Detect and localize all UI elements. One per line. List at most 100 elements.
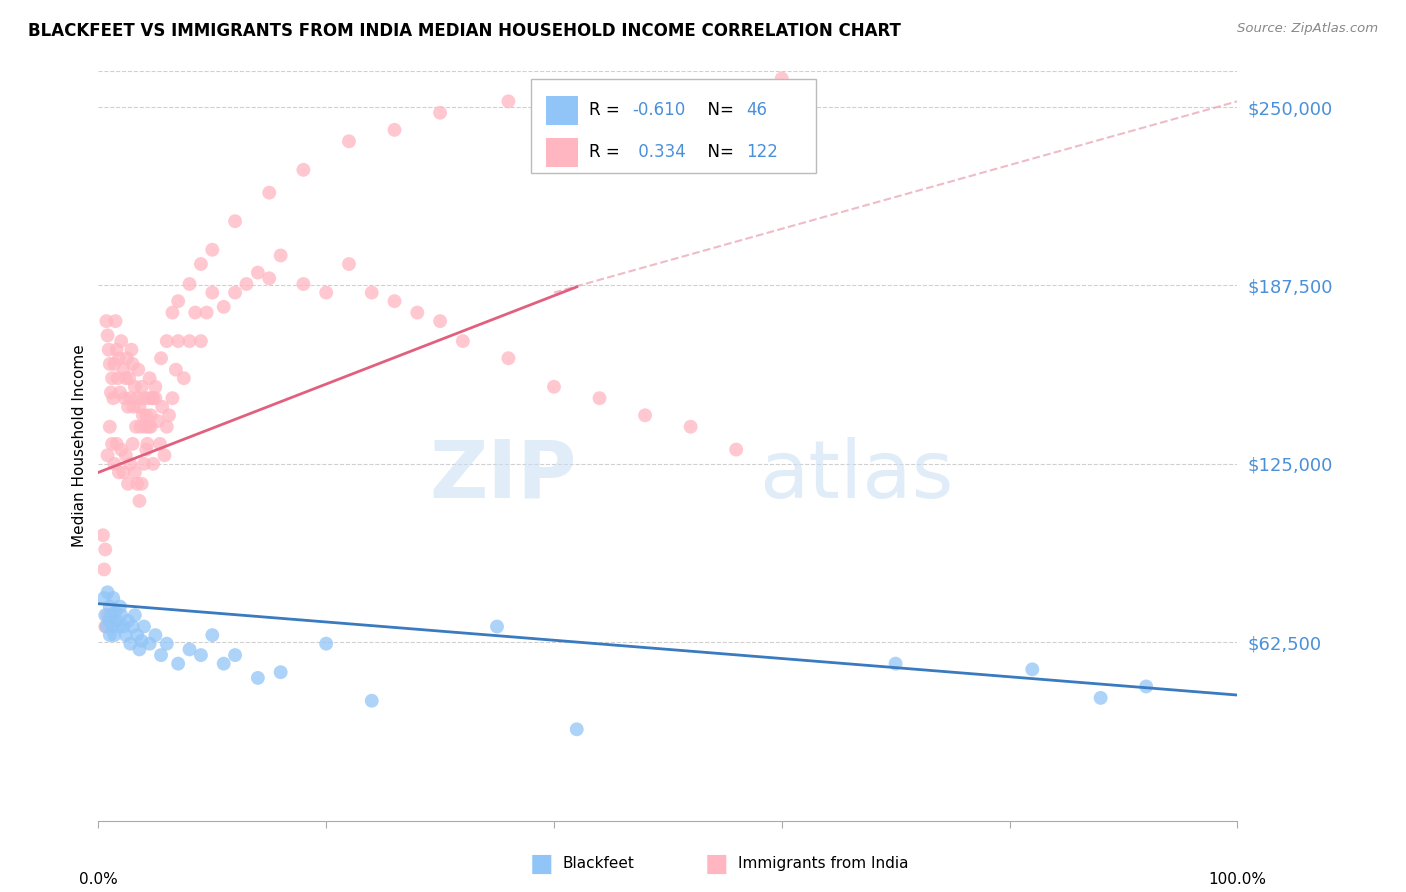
Point	[110, 442, 132, 457]
Point	[145, 628, 167, 642]
Point	[384, 294, 406, 309]
Point	[107, 371, 129, 385]
Point	[565, 105, 588, 120]
Text: N=: N=	[697, 102, 740, 120]
Point	[98, 357, 121, 371]
Point	[98, 419, 121, 434]
Point	[103, 357, 125, 371]
Point	[138, 391, 160, 405]
Point	[94, 608, 117, 623]
Text: R =: R =	[589, 102, 626, 120]
Point	[429, 105, 451, 120]
Point	[97, 343, 120, 357]
Point	[118, 371, 141, 385]
Point	[360, 285, 382, 300]
Text: Immigrants from India: Immigrants from India	[738, 856, 908, 871]
Point	[190, 257, 212, 271]
Point	[498, 95, 520, 109]
Text: 46: 46	[747, 102, 768, 120]
Point	[270, 248, 292, 262]
Point	[112, 619, 135, 633]
Point	[101, 619, 124, 633]
Point	[212, 657, 235, 671]
Point	[117, 400, 139, 414]
Point	[157, 409, 180, 423]
Text: 0.0%: 0.0%	[79, 872, 118, 887]
Text: ZIP: ZIP	[429, 437, 576, 515]
Point	[201, 628, 224, 642]
Point	[103, 628, 125, 642]
Point	[124, 380, 146, 394]
Point	[98, 599, 121, 614]
Point	[156, 419, 179, 434]
Point	[104, 314, 127, 328]
Point	[132, 409, 155, 423]
Point	[149, 437, 172, 451]
Point	[129, 419, 152, 434]
Point	[156, 334, 179, 348]
Point	[486, 619, 509, 633]
Point	[167, 334, 190, 348]
Point	[259, 186, 281, 200]
Point	[120, 457, 142, 471]
Point	[117, 476, 139, 491]
Point	[138, 637, 160, 651]
Point	[292, 162, 315, 177]
Point	[127, 391, 149, 405]
Point	[91, 528, 114, 542]
Point	[120, 343, 142, 357]
Point	[101, 437, 124, 451]
Point	[128, 642, 150, 657]
Point	[139, 409, 162, 423]
Point	[112, 466, 135, 480]
Point	[96, 619, 118, 633]
Text: Source: ZipAtlas.com: Source: ZipAtlas.com	[1237, 22, 1378, 36]
Point	[134, 419, 156, 434]
FancyBboxPatch shape	[531, 78, 815, 172]
Point	[702, 86, 724, 100]
Point	[117, 614, 139, 628]
Point	[108, 619, 131, 633]
Text: atlas: atlas	[759, 437, 953, 515]
Point	[153, 448, 176, 462]
Point	[150, 648, 173, 662]
Point	[145, 391, 167, 405]
Point	[96, 314, 118, 328]
Text: BLACKFEET VS IMMIGRANTS FROM INDIA MEDIAN HOUSEHOLD INCOME CORRELATION CHART: BLACKFEET VS IMMIGRANTS FROM INDIA MEDIA…	[28, 22, 901, 40]
Bar	[546, 138, 578, 167]
Point	[105, 343, 128, 357]
Point	[131, 380, 153, 394]
Point	[451, 334, 474, 348]
Point	[184, 305, 207, 319]
Point	[114, 448, 136, 462]
Point	[125, 419, 148, 434]
Point	[725, 442, 748, 457]
Text: 122: 122	[747, 144, 779, 161]
Point	[96, 328, 118, 343]
Point	[315, 285, 337, 300]
Point	[122, 400, 145, 414]
Point	[128, 494, 150, 508]
Point	[108, 385, 131, 400]
Point	[97, 614, 120, 628]
Point	[103, 391, 125, 405]
Text: R =: R =	[589, 144, 626, 161]
Point	[150, 351, 173, 366]
Point	[96, 585, 118, 599]
Point	[105, 437, 128, 451]
Point	[259, 271, 281, 285]
Point	[131, 633, 153, 648]
Point	[201, 285, 224, 300]
Point	[124, 608, 146, 623]
Point	[173, 371, 195, 385]
Point	[135, 409, 157, 423]
Point	[100, 385, 122, 400]
Point	[142, 457, 165, 471]
Text: 0.334: 0.334	[633, 144, 685, 161]
Point	[162, 391, 184, 405]
Text: ■: ■	[706, 852, 728, 875]
Bar	[546, 96, 578, 125]
Point	[138, 371, 160, 385]
Point	[100, 608, 122, 623]
Point	[131, 476, 153, 491]
